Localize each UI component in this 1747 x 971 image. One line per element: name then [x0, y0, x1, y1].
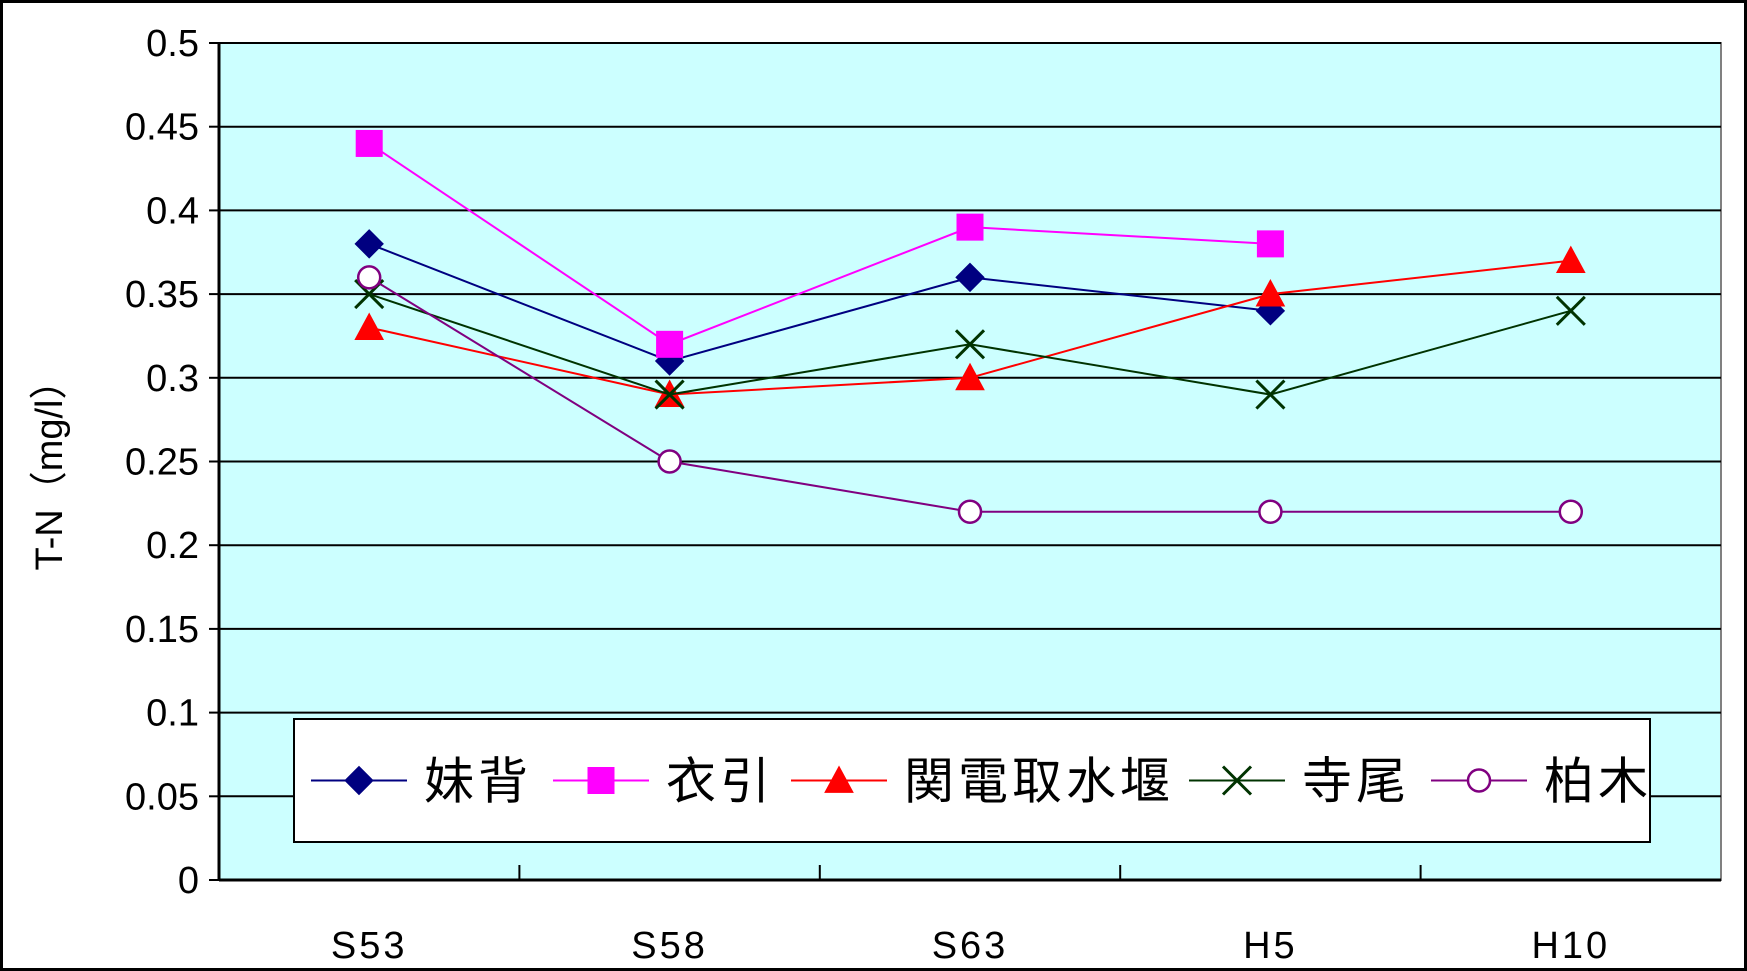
point-circle	[356, 265, 382, 290]
point-x	[954, 329, 986, 360]
y-axis-title: T-N（mg/l）	[29, 361, 71, 570]
x-tick-label: S58	[631, 925, 708, 967]
legend-label: 柏木	[1544, 753, 1652, 811]
axes: 0 0.05 0.1 0.15 0.2 0.25 0.3 0.35 0.4 0.45 0.5 S53 S…	[125, 23, 1721, 967]
legend: 妹背 衣引 関電取水堰 寺尾 柏木	[293, 718, 1652, 843]
point-triangle	[955, 362, 985, 391]
series-4	[354, 279, 1586, 410]
y-tick-label: 0.45	[125, 107, 199, 149]
point-triangle	[1255, 279, 1286, 307]
point-diamond	[955, 262, 985, 293]
point-circle	[1466, 768, 1492, 793]
y-tick-label: 0.25	[125, 442, 199, 484]
legend-entry: 柏木	[1431, 753, 1652, 811]
legend-label: 妹背	[424, 753, 532, 811]
legend-entry: 寺尾	[1189, 753, 1410, 811]
x-tick-label: S63	[932, 925, 1009, 967]
x-tick-label: H5	[1243, 925, 1298, 967]
point-triangle	[824, 765, 854, 793]
point-square	[1256, 230, 1284, 258]
y-tick-label: 0.2	[146, 525, 199, 567]
gridlines	[219, 42, 1721, 798]
point-diamond	[354, 229, 384, 259]
point-square	[355, 129, 383, 157]
series-line	[368, 142, 1271, 346]
point-x	[654, 379, 685, 410]
y-tick-label: 0.1	[146, 693, 199, 735]
point-circle	[657, 449, 682, 474]
y-tick-label: 0.35	[125, 274, 199, 316]
y-tick-label: 0.5	[146, 23, 199, 65]
series-5	[356, 265, 1584, 524]
legend-label: 衣引	[666, 753, 774, 811]
point-x	[1255, 379, 1286, 410]
point-circle	[1558, 499, 1584, 524]
legend-entry: 妹背	[311, 753, 532, 811]
point-triangle	[354, 312, 385, 340]
y-tick-label: 0.3	[146, 358, 199, 400]
legend-label: 関電取水堰	[904, 753, 1174, 811]
point-square	[587, 767, 615, 794]
x-tick-label: H10	[1531, 925, 1610, 967]
y-tick-label: 0	[178, 860, 199, 902]
legend-entry: 衣引	[553, 753, 774, 811]
y-tick-label: 0.05	[125, 776, 199, 818]
x-tick-label: S53	[331, 925, 408, 967]
point-diamond	[344, 765, 374, 796]
y-tick-label: 0.15	[125, 609, 199, 651]
legend-entry: 関電取水堰	[791, 753, 1174, 811]
legend-box	[293, 718, 1651, 843]
point-square	[956, 213, 984, 241]
legend-label: 寺尾	[1302, 753, 1410, 811]
y-tick-label: 0.4	[146, 190, 199, 232]
point-x	[1555, 295, 1586, 326]
series-line	[368, 242, 1271, 363]
point-x	[1221, 765, 1253, 796]
point-triangle	[1555, 245, 1586, 274]
series	[354, 129, 1586, 524]
series-2	[355, 129, 1284, 358]
point-circle	[1258, 499, 1283, 524]
point-square	[656, 330, 684, 358]
point-circle	[957, 499, 983, 524]
